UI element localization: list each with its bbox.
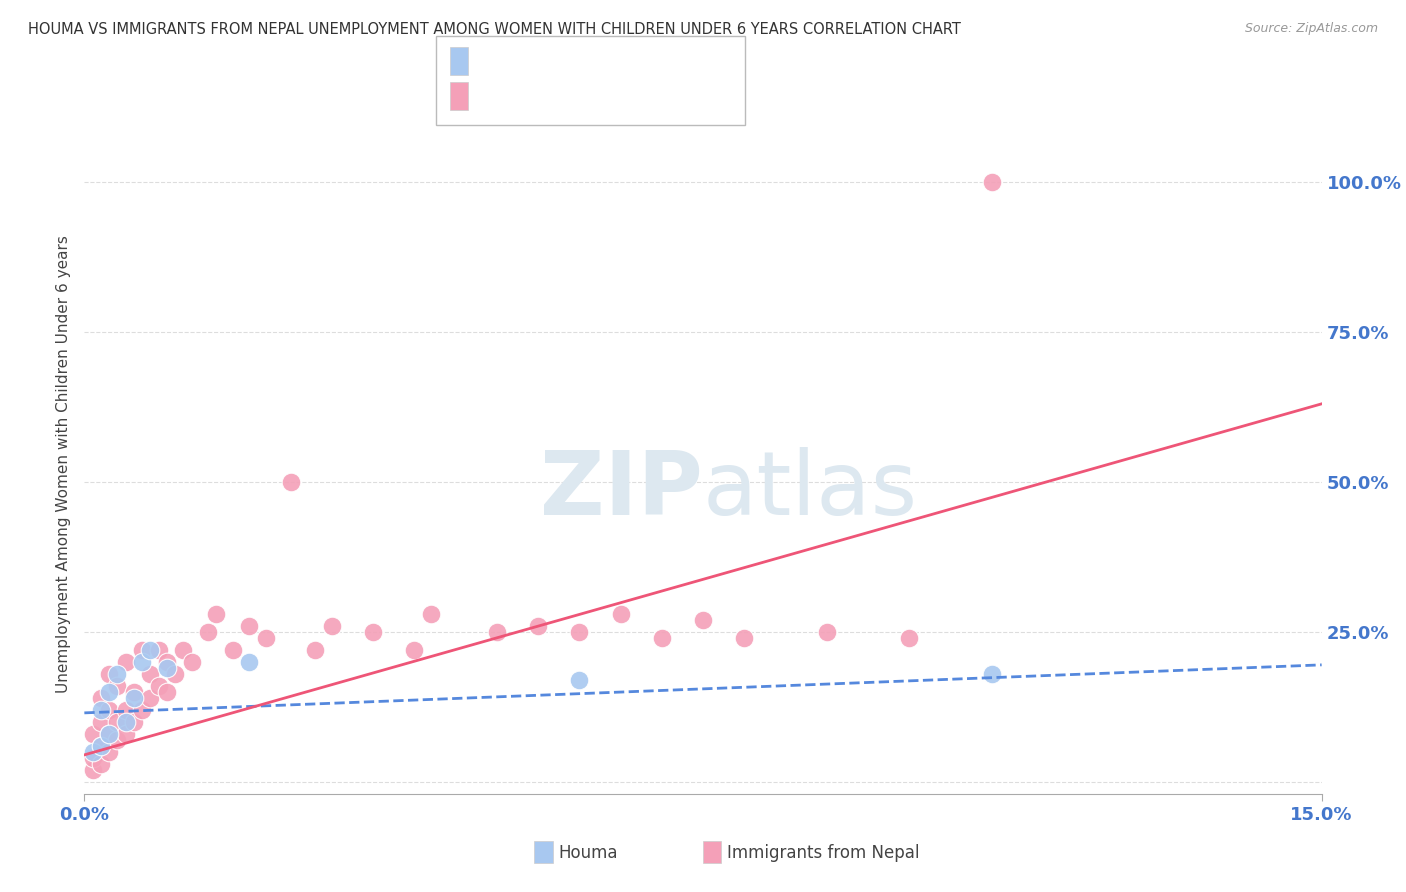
Point <box>238 655 260 669</box>
Point <box>114 727 136 741</box>
Y-axis label: Unemployment Among Women with Children Under 6 years: Unemployment Among Women with Children U… <box>56 235 72 693</box>
Point <box>172 643 194 657</box>
Point <box>90 690 112 705</box>
Point <box>651 631 673 645</box>
Point <box>98 703 121 717</box>
Point <box>321 619 343 633</box>
Point <box>180 655 202 669</box>
Point <box>139 666 162 681</box>
Text: 14: 14 <box>612 54 634 71</box>
Point <box>139 690 162 705</box>
Point <box>980 666 1002 681</box>
Text: Immigrants from Nepal: Immigrants from Nepal <box>727 844 920 862</box>
Text: N =: N = <box>564 89 612 107</box>
Point <box>148 679 170 693</box>
Point <box>105 666 128 681</box>
Point <box>105 714 128 729</box>
Point <box>114 655 136 669</box>
Text: 0.585: 0.585 <box>515 89 567 107</box>
Point <box>568 624 591 639</box>
Point <box>815 624 838 639</box>
Point <box>131 703 153 717</box>
Text: HOUMA VS IMMIGRANTS FROM NEPAL UNEMPLOYMENT AMONG WOMEN WITH CHILDREN UNDER 6 YE: HOUMA VS IMMIGRANTS FROM NEPAL UNEMPLOYM… <box>28 22 960 37</box>
Point <box>304 643 326 657</box>
Point <box>82 763 104 777</box>
Point <box>898 631 921 645</box>
Point <box>90 756 112 771</box>
Point <box>82 727 104 741</box>
Point <box>568 673 591 687</box>
Point <box>90 714 112 729</box>
Point <box>122 714 145 729</box>
Point <box>98 745 121 759</box>
Text: 0.133: 0.133 <box>515 54 567 71</box>
Text: 51: 51 <box>612 89 634 107</box>
Point <box>98 727 121 741</box>
Text: N =: N = <box>564 54 612 71</box>
Point <box>122 690 145 705</box>
Point <box>205 607 228 621</box>
Point <box>114 703 136 717</box>
Point <box>404 643 426 657</box>
Point <box>98 727 121 741</box>
Point <box>419 607 441 621</box>
Point <box>90 703 112 717</box>
Point <box>90 739 112 753</box>
Point <box>105 679 128 693</box>
Point <box>485 624 508 639</box>
Point <box>527 619 550 633</box>
Point <box>131 643 153 657</box>
Point <box>361 624 384 639</box>
Point <box>254 631 277 645</box>
Point <box>222 643 245 657</box>
Text: R =: R = <box>475 89 512 107</box>
Point <box>122 685 145 699</box>
Point <box>165 666 187 681</box>
Point <box>82 745 104 759</box>
Point <box>148 643 170 657</box>
Point <box>156 661 179 675</box>
Point <box>156 655 179 669</box>
Text: Source: ZipAtlas.com: Source: ZipAtlas.com <box>1244 22 1378 36</box>
Text: Houma: Houma <box>558 844 617 862</box>
Point <box>139 643 162 657</box>
Point <box>98 666 121 681</box>
Point <box>98 685 121 699</box>
Point <box>692 613 714 627</box>
Point <box>197 624 219 639</box>
Point <box>609 607 631 621</box>
Point <box>280 475 302 489</box>
Text: ZIP: ZIP <box>540 447 703 533</box>
Point <box>733 631 755 645</box>
Point <box>238 619 260 633</box>
Point <box>131 655 153 669</box>
Point <box>82 751 104 765</box>
Point <box>156 685 179 699</box>
Text: atlas: atlas <box>703 447 918 533</box>
Point <box>980 175 1002 189</box>
Point <box>114 714 136 729</box>
Point <box>105 732 128 747</box>
Text: R =: R = <box>475 54 512 71</box>
Point <box>90 739 112 753</box>
